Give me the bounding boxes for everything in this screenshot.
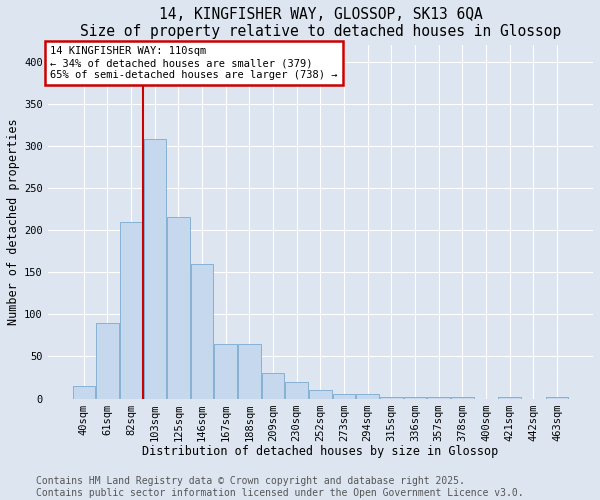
Bar: [120, 222, 142, 398]
Bar: [191, 264, 214, 398]
Y-axis label: Number of detached properties: Number of detached properties: [7, 118, 20, 325]
Text: 14 KINGFISHER WAY: 110sqm
← 34% of detached houses are smaller (379)
65% of semi: 14 KINGFISHER WAY: 110sqm ← 34% of detac…: [50, 46, 338, 80]
Bar: [451, 397, 473, 398]
Bar: [499, 397, 521, 398]
Bar: [262, 374, 284, 398]
Bar: [380, 397, 403, 398]
Bar: [96, 322, 119, 398]
Title: 14, KINGFISHER WAY, GLOSSOP, SK13 6QA
Size of property relative to detached hous: 14, KINGFISHER WAY, GLOSSOP, SK13 6QA Si…: [80, 7, 561, 40]
Bar: [238, 344, 260, 399]
Bar: [356, 394, 379, 398]
X-axis label: Distribution of detached houses by size in Glossop: Distribution of detached houses by size …: [142, 445, 499, 458]
Bar: [309, 390, 332, 398]
Bar: [73, 386, 95, 398]
Text: Contains HM Land Registry data © Crown copyright and database right 2025.
Contai: Contains HM Land Registry data © Crown c…: [36, 476, 524, 498]
Bar: [143, 139, 166, 398]
Bar: [427, 397, 450, 398]
Bar: [214, 344, 237, 399]
Bar: [167, 218, 190, 398]
Bar: [286, 382, 308, 398]
Bar: [404, 397, 426, 398]
Bar: [546, 397, 568, 398]
Bar: [333, 394, 355, 398]
